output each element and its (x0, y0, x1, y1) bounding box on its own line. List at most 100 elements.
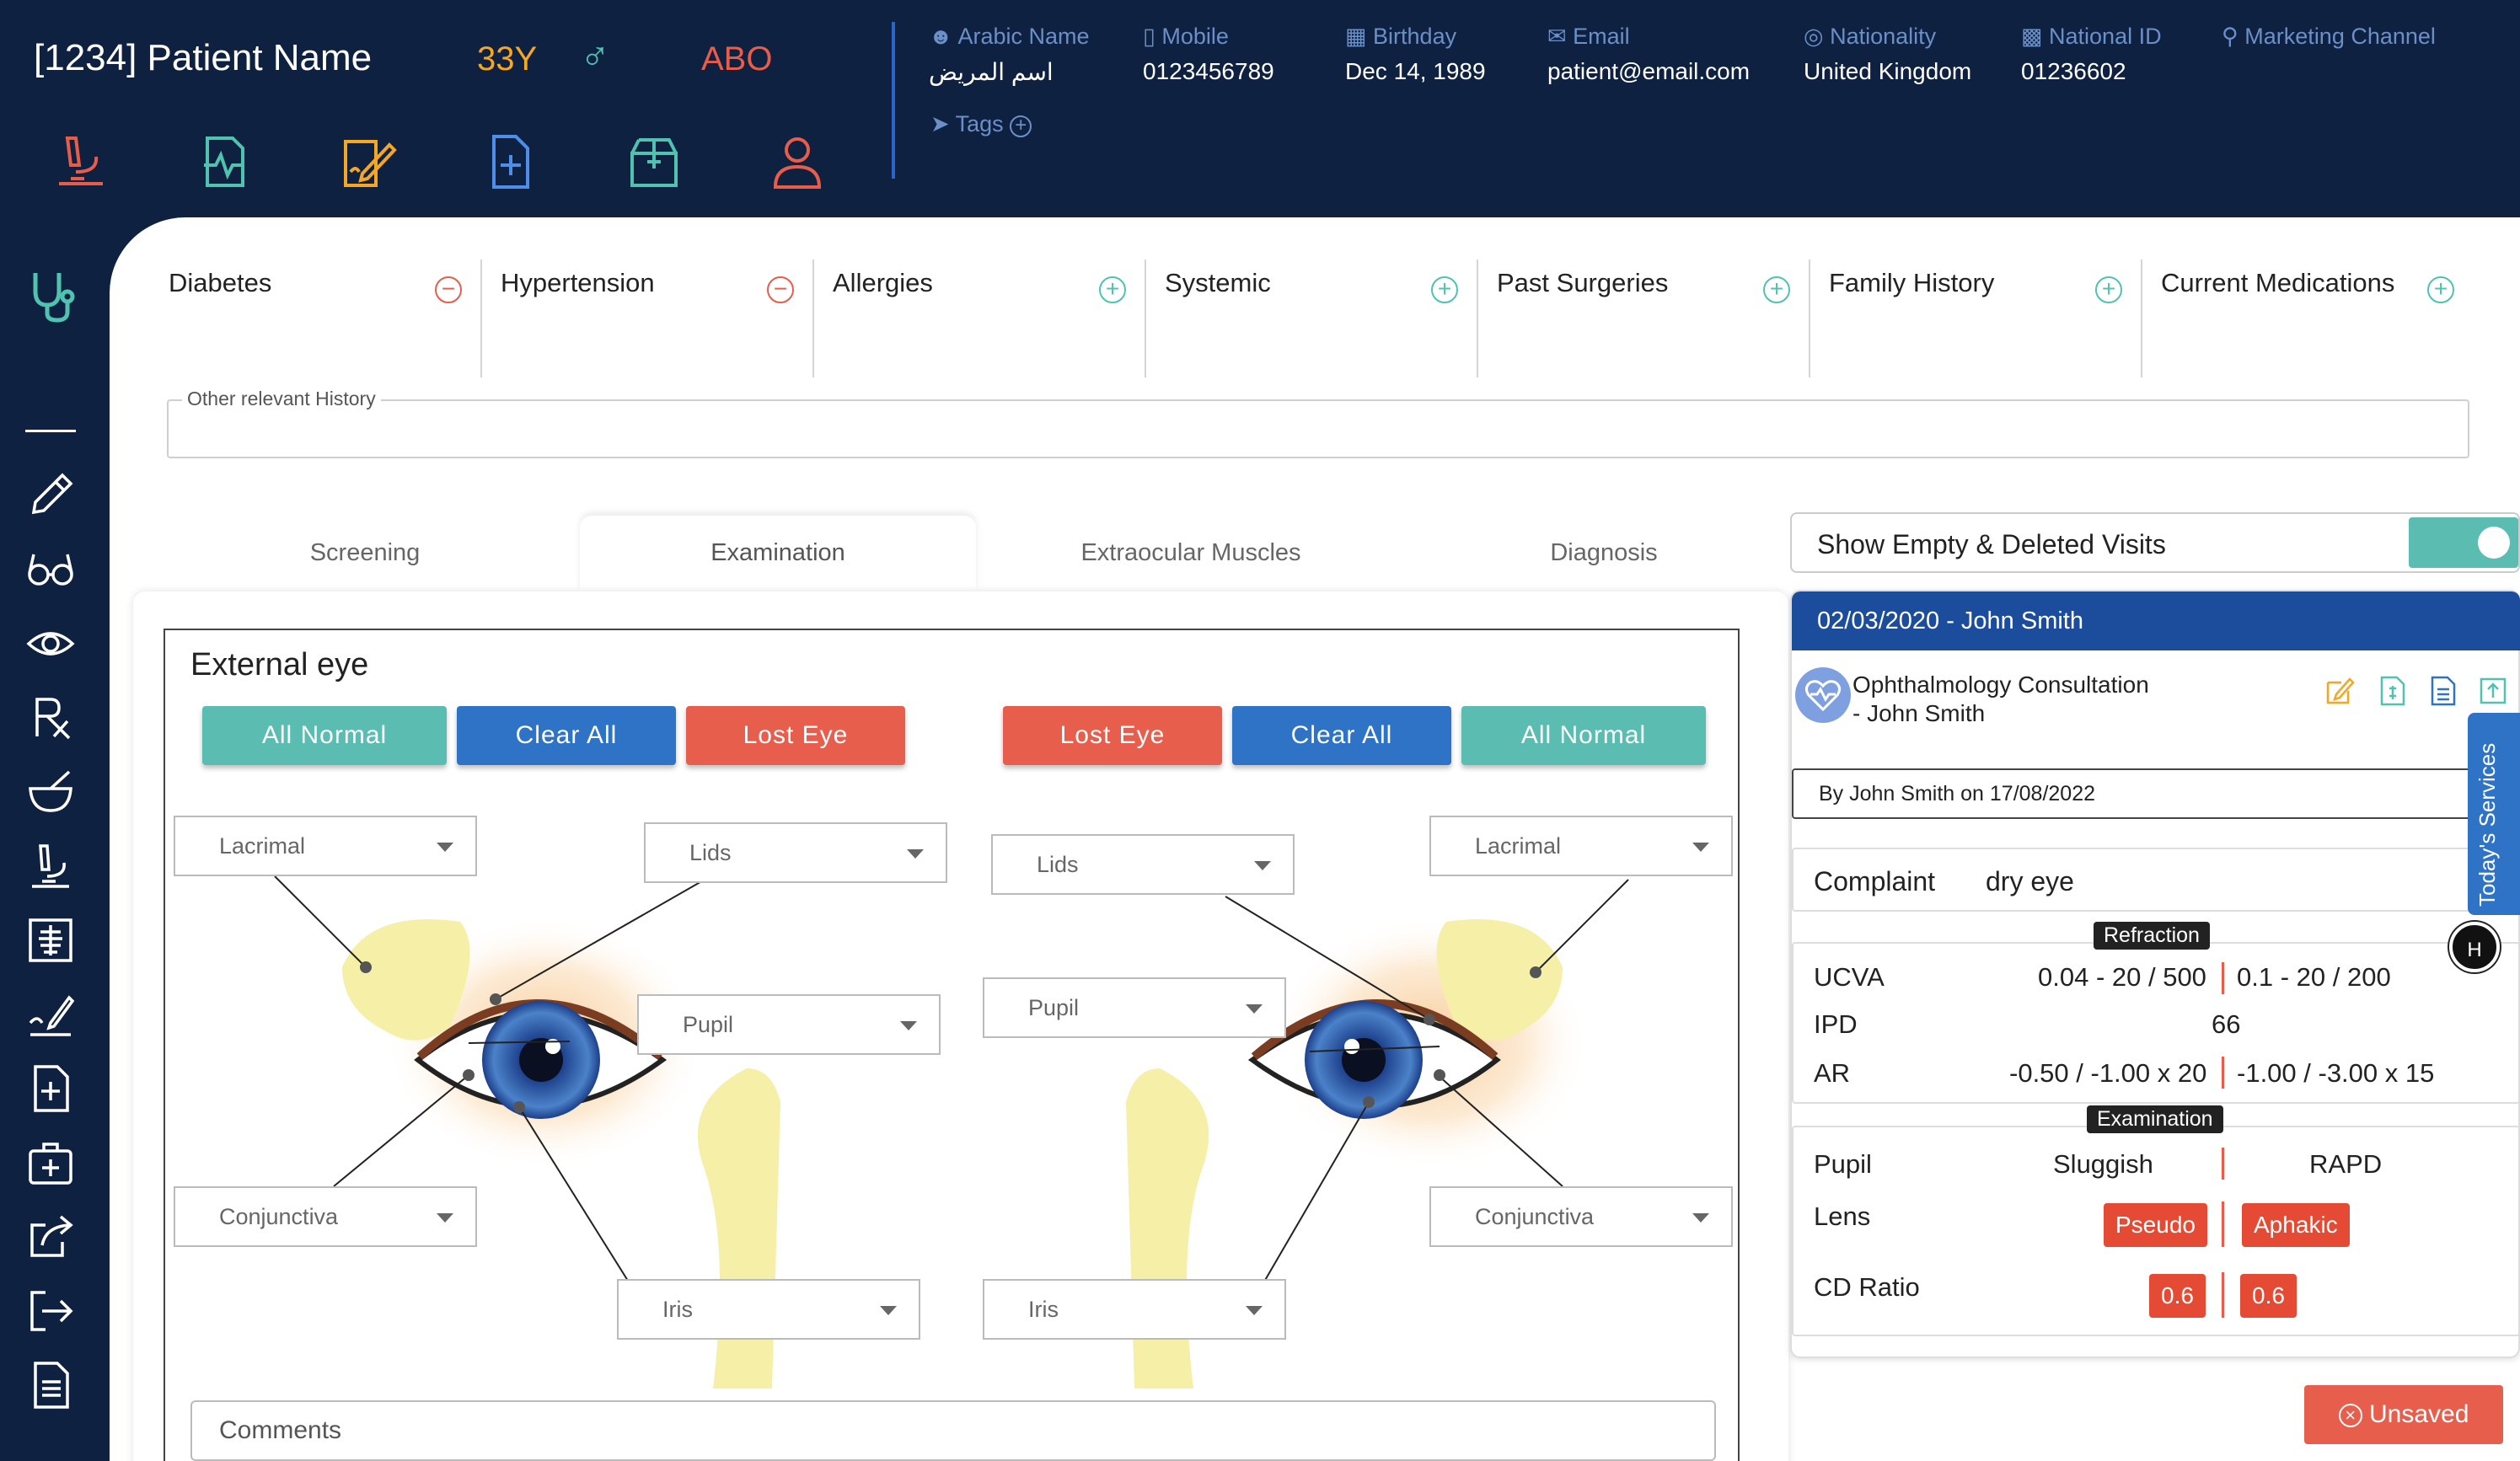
right-pupil-select[interactable]: Pupil (983, 977, 1286, 1038)
history-badge[interactable]: H (2449, 922, 2500, 972)
right-lost-eye-button[interactable]: Lost Eye (1003, 706, 1222, 765)
cd-ratio-od-chip: 0.6 (2149, 1274, 2206, 1318)
info-national-id: ▩ National ID 01236602 (2021, 24, 2162, 84)
right-conjunctiva-select[interactable]: Conjunctiva (1429, 1186, 1733, 1247)
eye-icon[interactable] (25, 618, 76, 669)
add-family-history-icon[interactable]: + (2095, 276, 2122, 303)
comments-field[interactable]: Comments (190, 1400, 1716, 1461)
history-family[interactable]: Family History + (1829, 268, 2141, 377)
share-icon[interactable] (25, 1212, 76, 1262)
complaint-value: dry eye (1986, 866, 2074, 896)
chevron-down-icon (1692, 1213, 1709, 1223)
right-all-normal-button[interactable]: All Normal (1461, 706, 1706, 765)
tab-extraocular-muscles[interactable]: Extraocular Muscles (1080, 539, 1301, 566)
show-empty-visits-switch[interactable] (2409, 517, 2518, 568)
report-icon[interactable] (25, 1360, 76, 1410)
visit-header[interactable]: 02/03/2020 - John Smith (1792, 591, 2520, 650)
right-clear-all-button[interactable]: Clear All (1232, 706, 1451, 765)
edit-icon[interactable] (2324, 676, 2355, 706)
signature-icon[interactable] (25, 989, 76, 1040)
tab-diagnosis[interactable]: Diagnosis (1550, 539, 1658, 566)
profile-icon[interactable] (767, 131, 828, 192)
rail-separator (25, 430, 76, 432)
chevron-down-icon (437, 1213, 453, 1223)
microscope-nav-icon[interactable] (25, 841, 76, 891)
left-all-normal-button[interactable]: All Normal (202, 706, 447, 765)
chevron-down-icon (1246, 1306, 1263, 1315)
history-diabetes[interactable]: Diabetes − (169, 268, 480, 377)
history-hypertension[interactable]: Hypertension − (501, 268, 812, 377)
left-pupil-select[interactable]: Pupil (637, 994, 941, 1055)
mortar-pestle-icon[interactable] (25, 767, 76, 817)
left-lost-eye-button[interactable]: Lost Eye (686, 706, 905, 765)
left-clear-all-button[interactable]: Clear All (457, 706, 676, 765)
history-allergies[interactable]: Allergies + (833, 268, 1145, 377)
ucva-os: 0.1 - 20 / 200 (2237, 962, 2391, 992)
chevron-down-icon (880, 1306, 897, 1315)
upload-icon[interactable] (2478, 676, 2508, 706)
search-location-icon: ⚲ (2222, 24, 2239, 49)
complaint-row: Complaint dry eye (1792, 848, 2520, 912)
remove-diabetes-icon[interactable]: − (435, 276, 462, 303)
tag-icon: ➤ (930, 111, 950, 136)
service-name: Ophthalmology Consultation - John Smith (1852, 672, 2149, 726)
todays-services-tab[interactable]: Today's Services (2468, 713, 2520, 915)
right-lids-select[interactable]: Lids (991, 834, 1295, 895)
chevron-down-icon (900, 1021, 917, 1030)
first-aid-box-icon[interactable] (624, 131, 684, 192)
add-past-surgeries-icon[interactable]: + (1763, 276, 1790, 303)
medical-document-icon[interactable] (25, 1063, 76, 1114)
microscope-icon[interactable] (51, 131, 111, 192)
left-iris-select[interactable]: Iris (617, 1279, 920, 1340)
patient-age: 33Y (477, 40, 538, 78)
medical-file-icon[interactable] (480, 131, 541, 192)
tab-screening[interactable]: Screening (309, 539, 421, 566)
chevron-down-icon (1254, 861, 1271, 870)
show-empty-visits-toggle-row: Show Empty & Deleted Visits (1790, 512, 2520, 573)
calendar-icon: ▦ (1345, 24, 1367, 49)
left-conjunctiva-select[interactable]: Conjunctiva (174, 1186, 477, 1247)
ucva-label: UCVA (1814, 962, 1885, 992)
unsaved-button[interactable]: × Unsaved (2304, 1385, 2503, 1444)
info-email: ✉ Email patient@email.com (1547, 24, 1751, 84)
complaint-label: Complaint (1814, 866, 1936, 896)
health-chart-icon[interactable] (194, 131, 255, 192)
prescription-icon[interactable] (25, 693, 76, 743)
tab-examination[interactable]: Examination (580, 516, 976, 591)
add-allergies-icon[interactable]: + (1099, 276, 1126, 303)
history-current-medications[interactable]: Current Medications + (2161, 268, 2490, 377)
stethoscope-icon[interactable] (24, 266, 83, 325)
document-icon[interactable] (2427, 676, 2458, 706)
history-divider (1477, 260, 1478, 377)
history-past-surgeries[interactable]: Past Surgeries + (1497, 268, 1809, 377)
dropper-icon[interactable] (25, 470, 76, 521)
user-icon: ☻ (929, 24, 953, 49)
blood-group: ABO (701, 40, 773, 78)
male-icon: ♂ (580, 35, 610, 79)
xray-icon[interactable] (25, 915, 76, 966)
add-medications-icon[interactable]: + (2427, 276, 2454, 303)
remove-hypertension-icon[interactable]: − (767, 276, 794, 303)
right-lacrimal-select[interactable]: Lacrimal (1429, 816, 1733, 876)
left-lids-select[interactable]: Lids (644, 822, 947, 883)
other-history-field[interactable]: Other relevant History (167, 388, 2469, 458)
add-systemic-icon[interactable]: + (1431, 276, 1458, 303)
medical-kit-icon[interactable] (25, 1137, 76, 1188)
signature-edit-icon[interactable] (337, 131, 398, 192)
invoice-icon[interactable] (2377, 676, 2407, 706)
add-tag-icon[interactable]: + (1010, 115, 1032, 137)
header-divider (892, 22, 895, 179)
left-lacrimal-select[interactable]: Lacrimal (174, 816, 477, 876)
pupil-divider (2222, 1148, 2224, 1180)
glasses-icon[interactable] (25, 544, 76, 595)
tags-field[interactable]: ➤ Tags + (930, 111, 1032, 137)
sign-out-icon[interactable] (25, 1286, 76, 1336)
info-nationality: ◎ Nationality United Kingdom (1804, 24, 1972, 84)
history-divider (480, 260, 482, 377)
history-divider (1809, 260, 1810, 377)
examination-tag: Examination (2087, 1105, 2223, 1133)
ar-label: AR (1814, 1058, 1851, 1088)
refraction-tag: Refraction (2094, 922, 2210, 950)
right-iris-select[interactable]: Iris (983, 1279, 1286, 1340)
history-systemic[interactable]: Systemic + (1165, 268, 1477, 377)
